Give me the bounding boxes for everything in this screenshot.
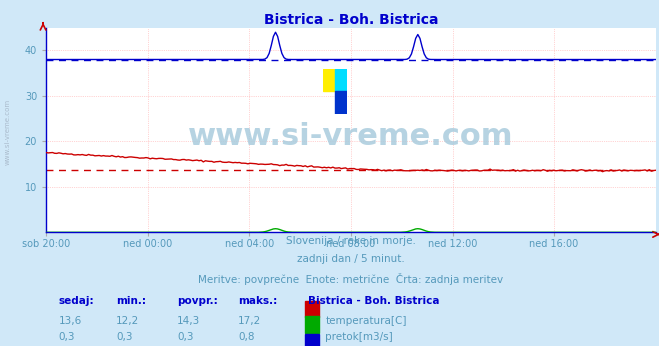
Text: 13,6: 13,6 — [59, 316, 82, 326]
Title: Bistrica - Boh. Bistrica: Bistrica - Boh. Bistrica — [264, 12, 438, 27]
Text: 12,2: 12,2 — [116, 316, 140, 326]
Text: min.:: min.: — [116, 296, 146, 306]
Text: sedaj:: sedaj: — [59, 296, 94, 306]
Text: povpr.:: povpr.: — [177, 296, 218, 306]
Text: 17,2: 17,2 — [238, 316, 262, 326]
Bar — [305, 316, 318, 333]
Text: 0,8: 0,8 — [238, 331, 254, 342]
Text: www.si-vreme.com: www.si-vreme.com — [188, 122, 513, 151]
Text: 14,3: 14,3 — [177, 316, 200, 326]
Text: 0,3: 0,3 — [116, 331, 132, 342]
Text: zadnji dan / 5 minut.: zadnji dan / 5 minut. — [297, 254, 405, 264]
Text: 0,3: 0,3 — [59, 331, 75, 342]
Text: pretok[m3/s]: pretok[m3/s] — [326, 331, 393, 342]
Text: www.si-vreme.com: www.si-vreme.com — [5, 98, 11, 165]
Text: maks.:: maks.: — [238, 296, 277, 306]
Text: Bistrica - Boh. Bistrica: Bistrica - Boh. Bistrica — [308, 296, 440, 306]
Bar — [305, 334, 318, 346]
Text: temperatura[C]: temperatura[C] — [326, 316, 407, 326]
Text: 0,3: 0,3 — [177, 331, 194, 342]
Text: Meritve: povprečne  Enote: metrične  Črta: zadnja meritev: Meritve: povprečne Enote: metrične Črta:… — [198, 273, 503, 285]
Text: Slovenija / reke in morje.: Slovenija / reke in morje. — [286, 236, 416, 246]
Bar — [305, 301, 318, 317]
